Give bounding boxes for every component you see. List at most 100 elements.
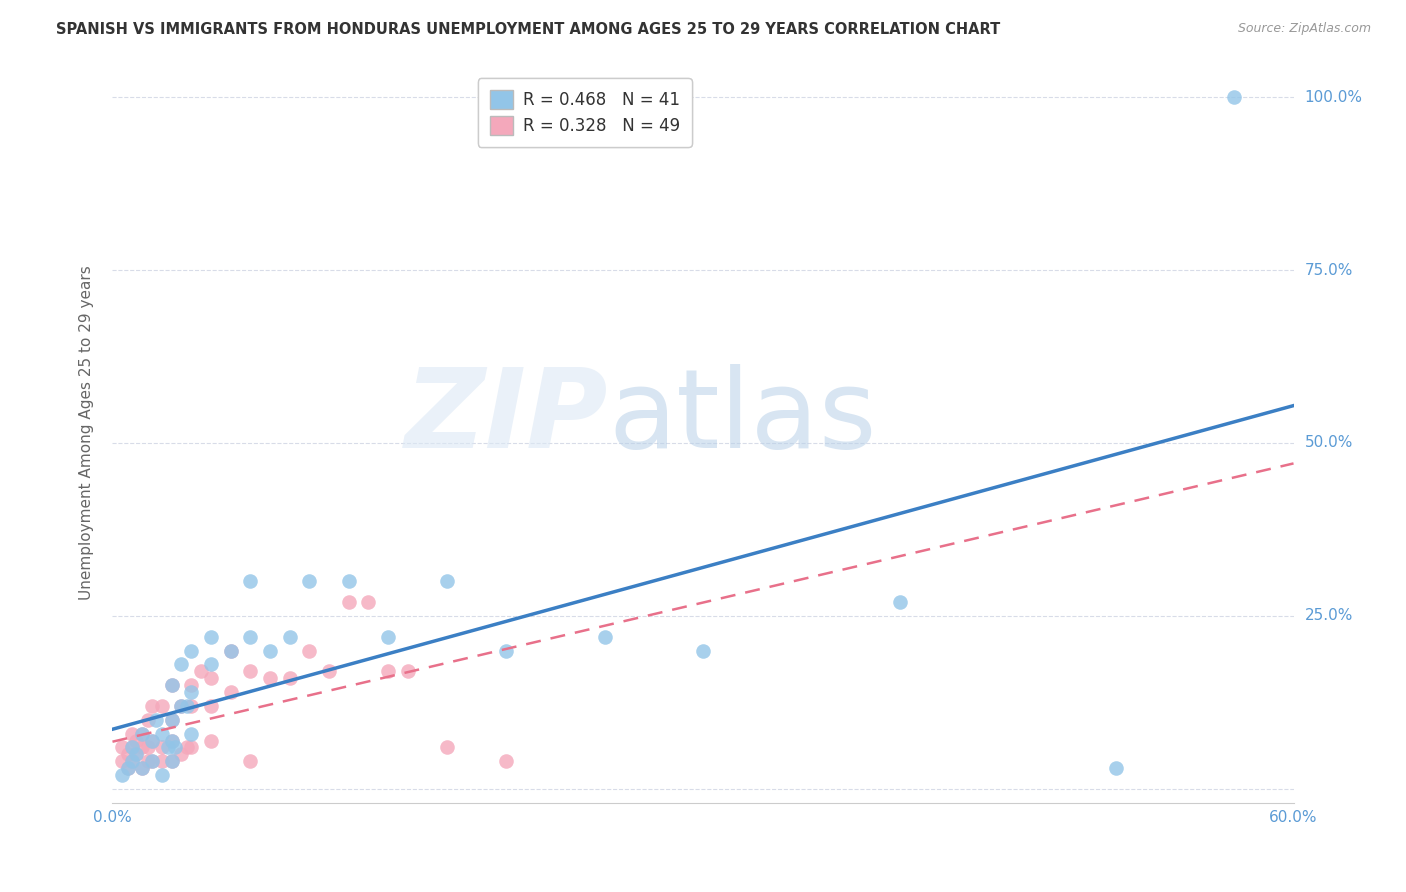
Point [190,665,212,679]
Point [219,643,242,657]
Point [165,740,187,755]
Point [180,726,202,740]
Point [150,740,173,755]
Point [150,698,173,713]
Point [259,643,281,657]
Point [200,698,222,713]
Point [125,733,148,747]
Point [239,574,262,589]
Point [396,665,419,679]
Point [170,698,193,713]
Point [160,678,183,692]
Point [180,643,202,657]
Point [136,740,159,755]
Point [111,740,134,755]
Point [160,713,183,727]
Point [117,761,139,775]
Text: Source: ZipAtlas.com: Source: ZipAtlas.com [1237,22,1371,36]
Point [160,754,183,768]
Point [298,643,321,657]
Point [889,595,911,609]
Point [131,726,153,740]
Point [160,713,183,727]
Text: 25.0%: 25.0% [1305,608,1353,624]
Point [111,768,134,782]
Point [141,698,163,713]
Point [160,754,183,768]
Point [136,713,159,727]
Point [436,740,458,755]
Point [121,726,143,740]
Point [357,595,380,609]
Point [170,698,193,713]
Point [219,685,242,699]
Point [1105,761,1128,775]
Point [136,754,159,768]
Text: atlas: atlas [609,364,877,471]
Point [180,678,202,692]
Point [150,726,173,740]
Point [160,733,183,747]
Point [176,740,198,755]
Point [131,761,153,775]
Point [125,747,148,762]
Point [160,678,183,692]
Point [125,747,148,762]
Point [145,713,167,727]
Point [176,698,198,713]
Point [436,574,458,589]
Point [298,574,321,589]
Point [170,657,193,672]
Point [131,726,153,740]
Point [150,768,173,782]
Point [239,630,262,644]
Point [117,747,139,762]
Point [156,740,179,755]
Point [337,595,360,609]
Point [239,754,262,768]
Point [495,754,517,768]
Point [180,685,202,699]
Point [141,733,163,747]
Point [219,643,242,657]
Point [495,643,517,657]
Point [318,665,340,679]
Point [121,754,143,768]
Point [200,733,222,747]
Text: 50.0%: 50.0% [1305,435,1353,450]
Point [141,754,163,768]
Point [111,754,134,768]
Point [259,671,281,685]
Y-axis label: Unemployment Among Ages 25 to 29 years: Unemployment Among Ages 25 to 29 years [79,265,94,600]
Point [239,665,262,679]
Point [141,733,163,747]
Text: 75.0%: 75.0% [1305,262,1353,277]
Text: ZIP: ZIP [405,364,609,471]
Point [121,740,143,755]
Point [200,657,222,672]
Point [278,630,301,644]
Point [1223,90,1246,104]
Point [170,747,193,762]
Point [180,698,202,713]
Legend: R = 0.468   N = 41, R = 0.328   N = 49: R = 0.468 N = 41, R = 0.328 N = 49 [478,78,692,146]
Point [160,733,183,747]
Point [337,574,360,589]
Point [117,761,139,775]
Point [150,754,173,768]
Point [121,740,143,755]
Point [377,630,399,644]
Point [131,761,153,775]
Point [121,754,143,768]
Point [200,671,222,685]
Point [692,643,714,657]
Point [278,671,301,685]
Point [377,665,399,679]
Text: SPANISH VS IMMIGRANTS FROM HONDURAS UNEMPLOYMENT AMONG AGES 25 TO 29 YEARS CORRE: SPANISH VS IMMIGRANTS FROM HONDURAS UNEM… [56,22,1001,37]
Text: 100.0%: 100.0% [1305,89,1362,104]
Point [131,740,153,755]
Point [141,754,163,768]
Point [593,630,616,644]
Point [200,630,222,644]
Point [180,740,202,755]
